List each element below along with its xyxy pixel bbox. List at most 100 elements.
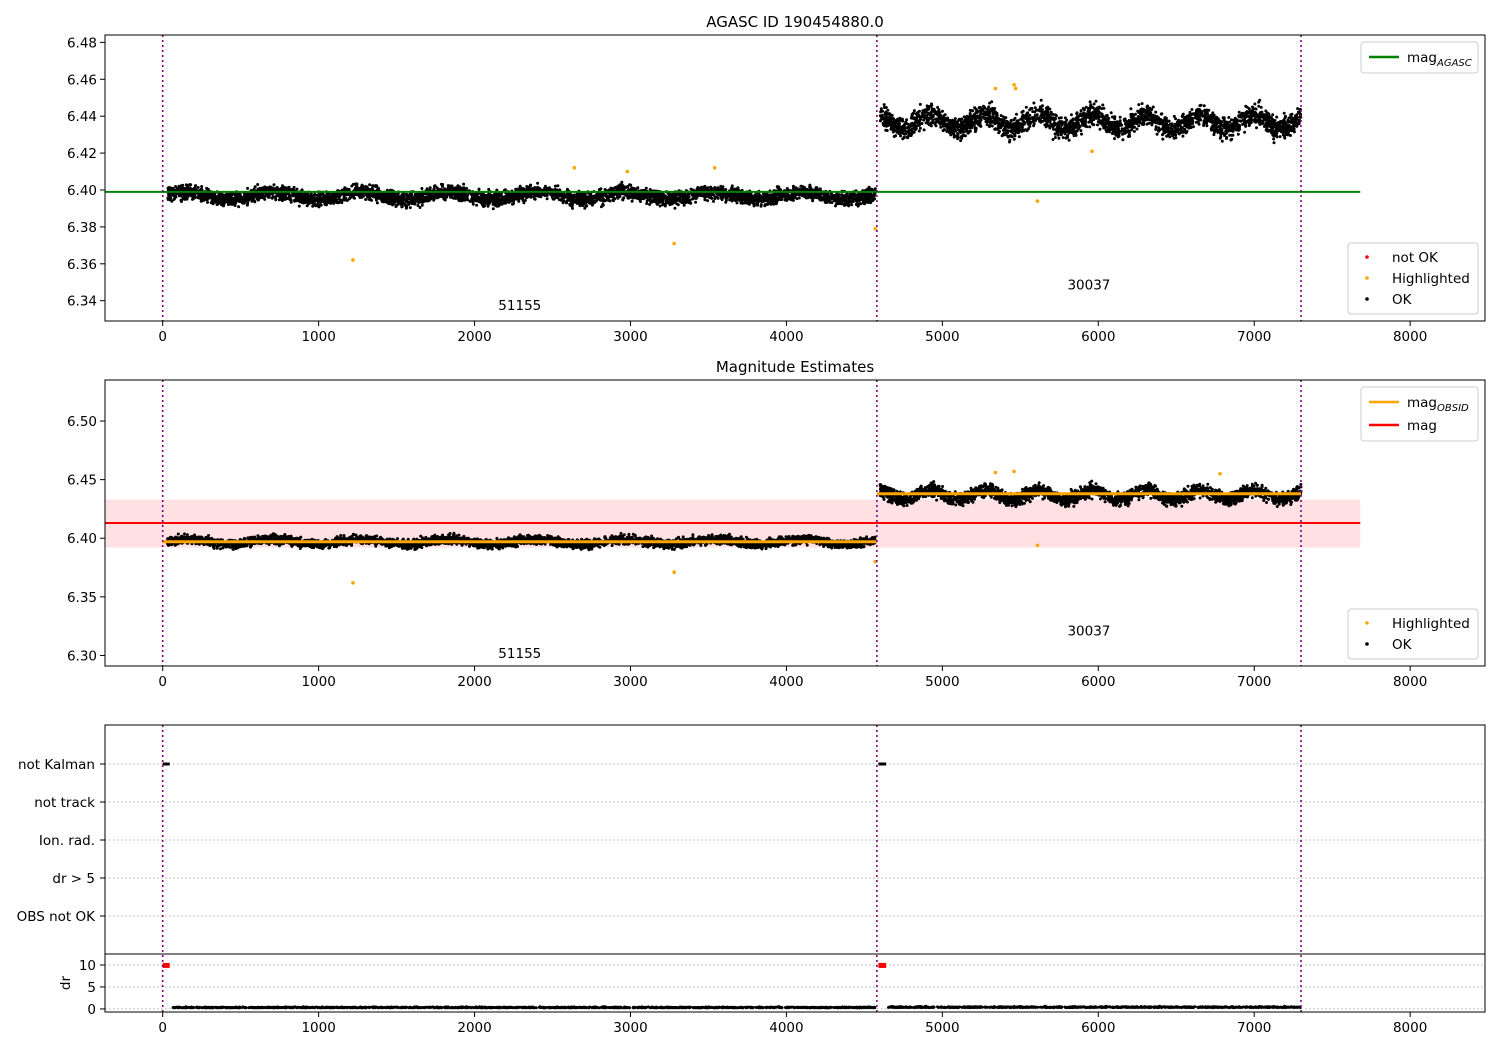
ok-point xyxy=(626,185,630,189)
ok-point xyxy=(376,186,380,190)
ok-point xyxy=(1253,102,1257,106)
ok-point xyxy=(762,192,765,196)
ok-point xyxy=(827,197,831,201)
ok-point xyxy=(228,199,232,203)
ok-point xyxy=(1282,111,1286,115)
ok-point xyxy=(636,186,640,190)
ok-point xyxy=(576,193,580,197)
ok-point xyxy=(611,192,615,196)
ok-point xyxy=(493,203,497,207)
ok-point xyxy=(371,184,375,188)
ok-point xyxy=(605,195,609,199)
ok-point xyxy=(706,186,710,190)
ok-point xyxy=(771,193,775,197)
ok-point xyxy=(297,204,301,208)
ok-point xyxy=(724,196,728,200)
ok-point xyxy=(694,200,698,204)
ok-point xyxy=(681,198,685,202)
ok-point xyxy=(402,195,406,199)
ok-point xyxy=(1067,138,1071,142)
ok-point xyxy=(486,204,490,208)
ok-point xyxy=(500,198,504,202)
ok-point xyxy=(868,198,872,202)
ok-point xyxy=(766,200,770,203)
ok-point xyxy=(861,201,865,205)
ok-point xyxy=(554,195,558,199)
ok-point xyxy=(279,196,282,200)
ok-point xyxy=(382,198,386,202)
ok-point xyxy=(918,126,922,130)
ok-point xyxy=(252,187,256,191)
ok-point xyxy=(442,195,446,199)
ok-point xyxy=(862,198,866,202)
ok-point xyxy=(355,186,359,190)
ok-point xyxy=(514,187,518,191)
ok-point xyxy=(666,199,669,203)
ok-point xyxy=(197,196,200,200)
ok-point xyxy=(427,199,431,202)
ok-point xyxy=(416,204,420,207)
ok-point xyxy=(533,197,537,201)
ok-point xyxy=(420,199,424,202)
ok-point xyxy=(719,195,723,199)
ok-point xyxy=(196,186,200,189)
ok-point xyxy=(801,185,805,189)
ok-point xyxy=(661,197,664,201)
ok-point xyxy=(331,200,335,204)
ok-point xyxy=(420,203,424,207)
ok-point xyxy=(557,194,561,198)
ok-point xyxy=(501,201,505,205)
ok-point xyxy=(167,186,171,190)
ok-point xyxy=(469,192,473,196)
ok-point xyxy=(687,201,691,205)
ok-point xyxy=(173,197,176,201)
ok-point xyxy=(820,197,824,201)
ok-point xyxy=(857,202,861,206)
ok-point xyxy=(168,193,172,197)
ok-point xyxy=(764,197,768,201)
ok-point xyxy=(918,102,922,106)
ok-point xyxy=(643,194,647,198)
ok-point xyxy=(545,197,549,201)
ok-point xyxy=(572,200,576,204)
ok-point xyxy=(207,194,210,198)
ok-point xyxy=(592,194,595,198)
ok-point xyxy=(736,186,740,190)
ok-point xyxy=(668,200,672,204)
ok-point xyxy=(248,195,252,199)
ok-point xyxy=(222,201,226,205)
ok-point xyxy=(523,192,527,196)
ok-point xyxy=(599,195,603,199)
ok-point xyxy=(703,194,707,198)
ok-point xyxy=(1271,113,1275,117)
ok-point xyxy=(851,199,854,203)
ok-point xyxy=(1205,124,1209,128)
ok-point xyxy=(603,188,607,191)
ok-point xyxy=(616,196,620,200)
ok-point xyxy=(1154,125,1158,129)
ok-point xyxy=(512,201,516,205)
ok-point xyxy=(454,186,458,190)
ok-point xyxy=(509,194,512,198)
ok-point xyxy=(712,199,715,203)
ok-point xyxy=(1229,138,1233,142)
ok-point xyxy=(261,187,264,191)
ok-point xyxy=(678,198,682,202)
ok-point xyxy=(848,199,851,203)
ok-point xyxy=(649,200,653,204)
ok-point xyxy=(233,197,237,201)
ok-point xyxy=(739,200,743,204)
ok-point xyxy=(200,193,204,197)
ok-point xyxy=(1056,133,1060,137)
ok-point xyxy=(363,185,367,189)
ok-point xyxy=(867,192,871,196)
ok-point xyxy=(613,197,617,201)
ok-point xyxy=(370,187,374,191)
ok-point xyxy=(462,182,466,186)
ok-point xyxy=(426,196,430,200)
ok-point xyxy=(578,201,581,205)
ok-point xyxy=(866,201,870,204)
ok-point xyxy=(1096,123,1099,127)
ok-point xyxy=(471,202,475,206)
